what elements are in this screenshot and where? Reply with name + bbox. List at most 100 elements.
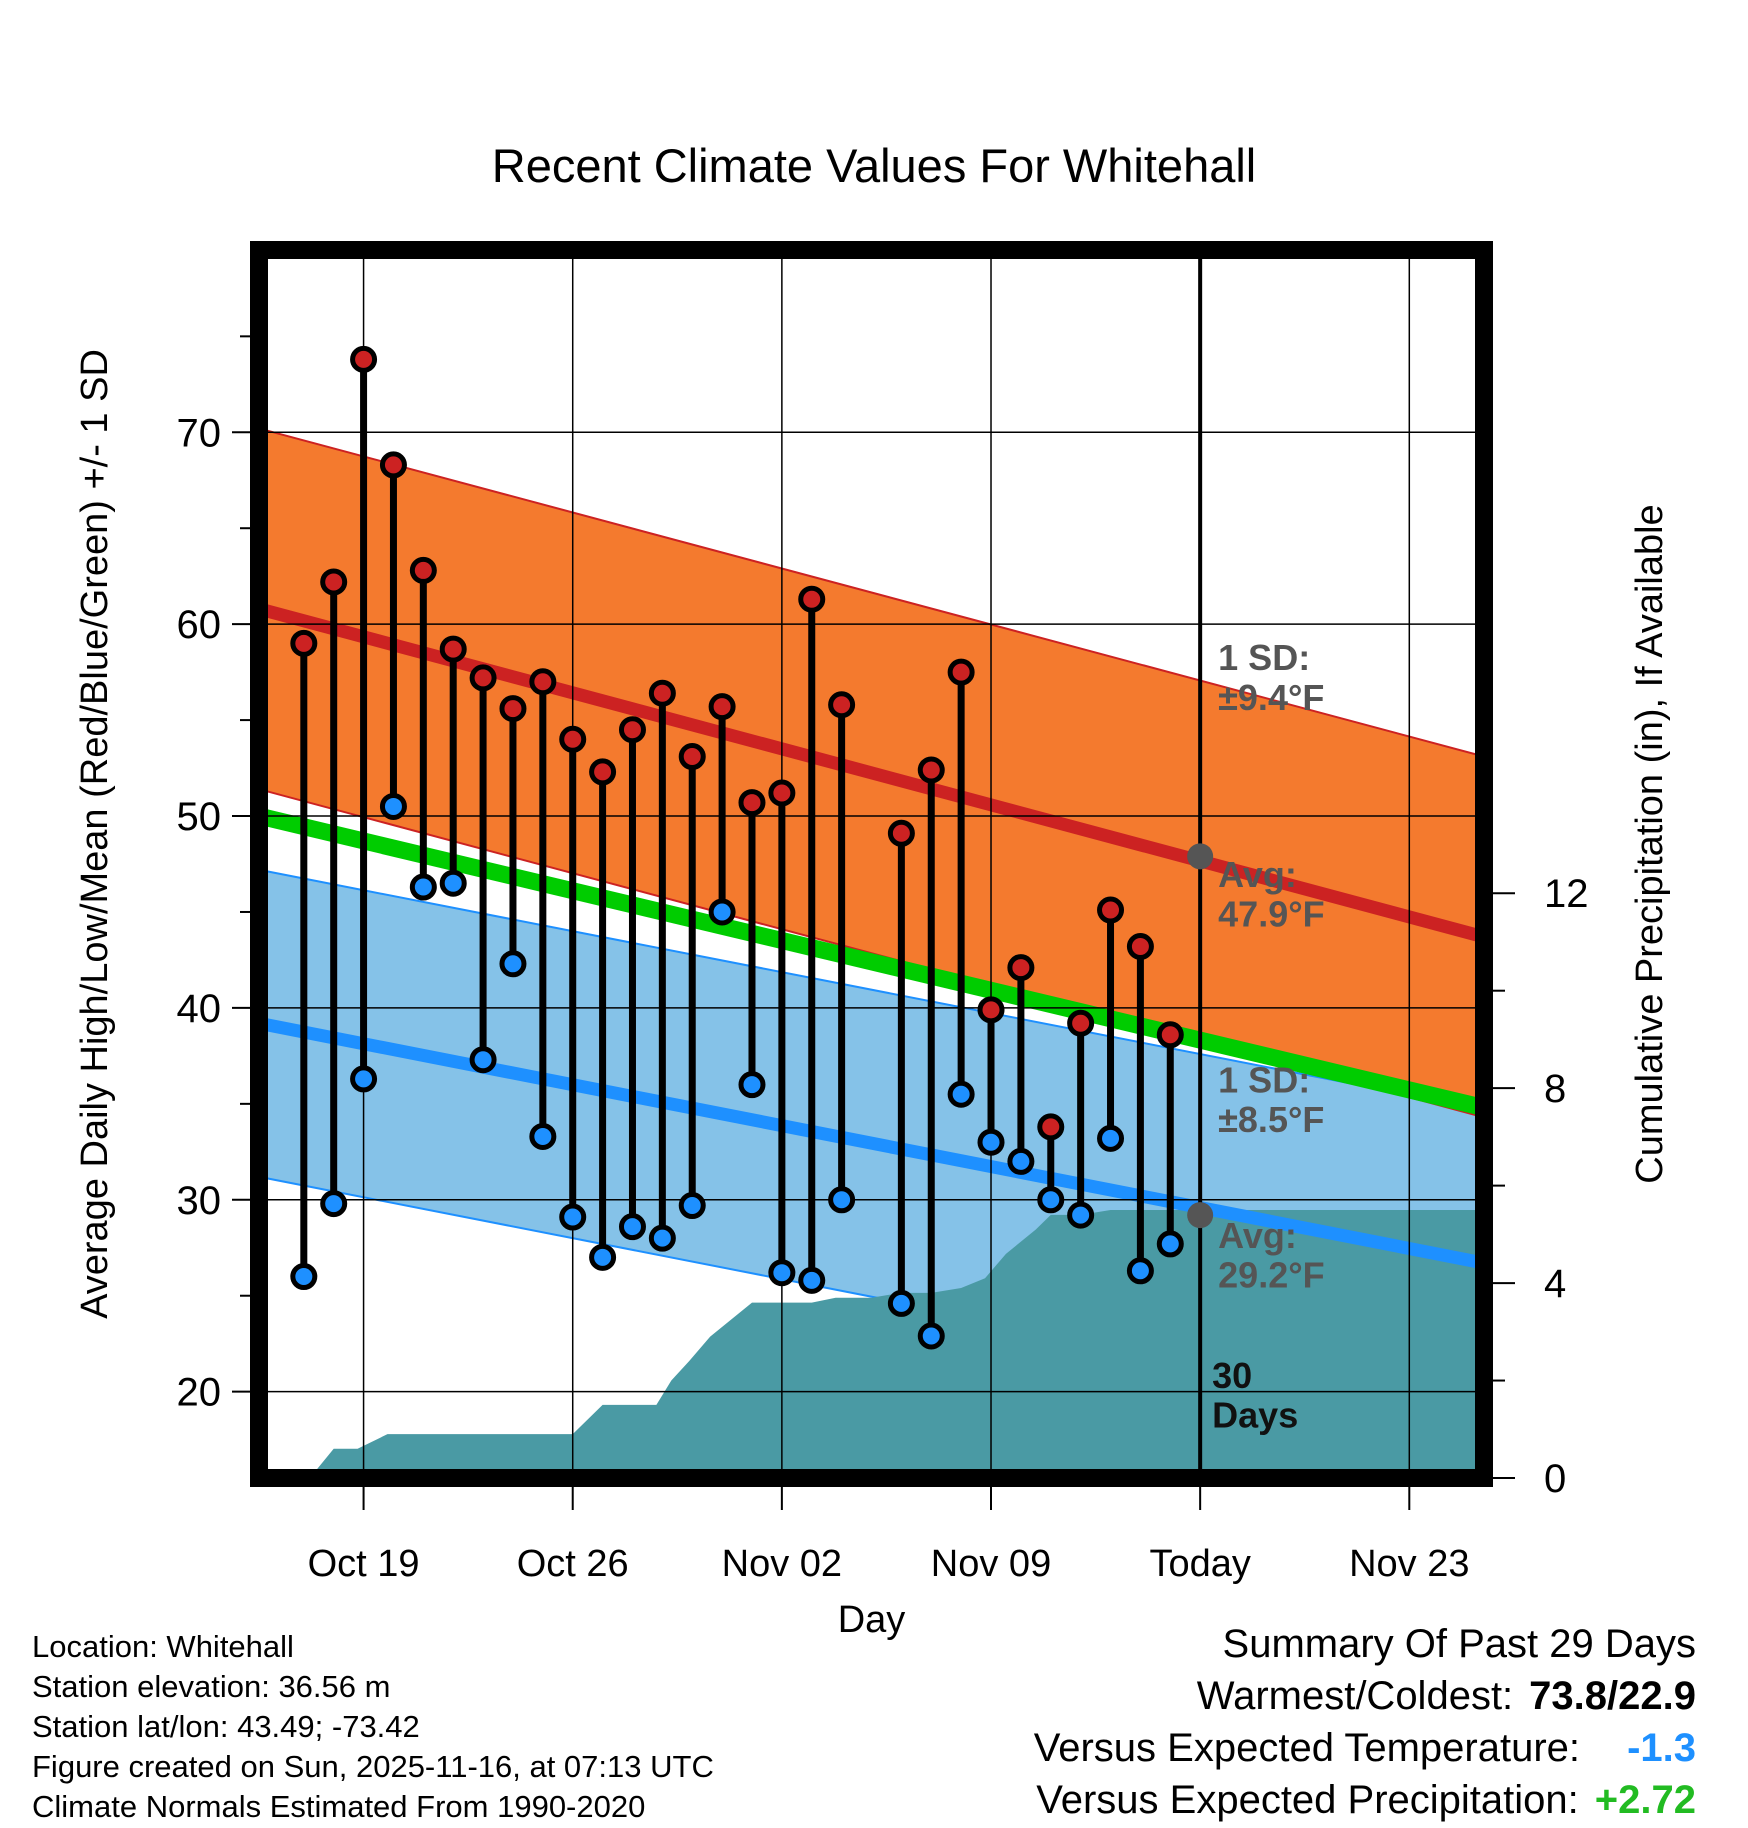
- daily-low-point: [738, 1071, 766, 1099]
- daily-high-point: [977, 996, 1005, 1024]
- daily-high-point: [798, 585, 826, 613]
- info-latlon: Station lat/lon: 43.49; -73.42: [32, 1709, 420, 1744]
- precipitation-area: [309, 1209, 1484, 1478]
- high-normal-line: [257, 602, 1486, 944]
- daily-high-point: [409, 556, 437, 584]
- y-axis-label: Average Daily High/Low/Mean (Red/Blue/Gr…: [74, 349, 116, 1319]
- plot-frame: [250, 241, 1493, 1487]
- daily-low-point: [290, 1263, 318, 1291]
- x-tick-label: Oct 26: [517, 1543, 629, 1585]
- info-created: Figure created on Sun, 2025-11-16, at 07…: [32, 1749, 714, 1784]
- daily-low-point: [1126, 1257, 1154, 1285]
- summary-panel: Summary Of Past 29 Days Warmest/Coldest:…: [1034, 1618, 1696, 1826]
- normal-lines: [257, 602, 1486, 1270]
- today-high-marker: [1187, 843, 1214, 870]
- daily-low-point: [768, 1259, 796, 1287]
- daily-high-point: [499, 695, 527, 723]
- daily-low-point: [678, 1192, 706, 1220]
- daily-low-point: [917, 1322, 945, 1350]
- daily-high-point: [290, 629, 318, 657]
- summary-warmest-label: Warmest/Coldest:: [1196, 1674, 1514, 1718]
- daily-low-point: [798, 1266, 826, 1294]
- y-tick-label: 50: [177, 795, 222, 839]
- daily-low-point: [618, 1213, 646, 1241]
- daily-low-point: [529, 1122, 557, 1150]
- daily-high-point: [350, 345, 378, 373]
- summary-precip-label: Versus Expected Precipitation:: [1036, 1778, 1579, 1822]
- daily-low-point: [977, 1128, 1005, 1156]
- today-low-marker: [1187, 1202, 1214, 1229]
- daily-low-point: [887, 1289, 915, 1317]
- daily-low-point: [469, 1046, 497, 1074]
- x-tick-label: Nov 23: [1349, 1543, 1469, 1585]
- mean-normal-line: [257, 807, 1486, 1116]
- daily-high-point: [1097, 896, 1125, 924]
- high-avg-label: Avg: 47.9°F: [1218, 854, 1324, 935]
- daily-high-point: [768, 779, 796, 807]
- summary-heading: Summary Of Past 29 Days: [1222, 1622, 1696, 1666]
- chart-title: Recent Climate Values For Whitehall: [491, 139, 1257, 192]
- daily-high-point: [1067, 1009, 1095, 1037]
- summary-temp-value: -1.3: [1627, 1726, 1696, 1770]
- info-location: Location: Whitehall: [32, 1629, 294, 1664]
- summary-warmest-value: 73.8/22.9: [1529, 1674, 1696, 1718]
- days-count-label: 30 Days: [1212, 1355, 1298, 1436]
- daily-high-point: [828, 691, 856, 719]
- daily-high-point: [917, 756, 945, 784]
- y2-tick-label: 8: [1544, 1067, 1566, 1111]
- x-axis-label: Day: [838, 1599, 906, 1641]
- daily-high-point: [320, 568, 348, 596]
- daily-high-point: [678, 743, 706, 771]
- daily-low-point: [828, 1186, 856, 1214]
- daily-low-point: [648, 1224, 676, 1252]
- daily-high-point: [1037, 1113, 1065, 1141]
- daily-high-point: [559, 725, 587, 753]
- x-tick-label: Oct 19: [308, 1543, 420, 1585]
- y-tick-label: 30: [177, 1179, 222, 1223]
- daily-high-point: [708, 693, 736, 721]
- daily-low-point: [708, 898, 736, 926]
- summary-temp-row: Versus Expected Temperature: -1.3: [1034, 1722, 1696, 1774]
- daily-low-point: [1067, 1201, 1095, 1229]
- x-tick-label: Nov 02: [722, 1543, 842, 1585]
- station-info: Location: Whitehall Station elevation: 3…: [32, 1627, 714, 1827]
- axes: 20 30 40 50 60 70 0 4 8 12 Oct 19 Oct 26 Nov 02 Nov 0…: [74, 241, 1671, 1641]
- summary-warmest-row: Warmest/Coldest: 73.8/22.9: [1034, 1670, 1696, 1722]
- daily-low-point: [947, 1080, 975, 1108]
- y-tick-label: 60: [177, 603, 222, 647]
- daily-high-point: [1126, 933, 1154, 961]
- daily-low-point: [320, 1190, 348, 1218]
- info-elevation: Station elevation: 36.56 m: [32, 1669, 391, 1704]
- daily-high-point: [1156, 1021, 1184, 1049]
- summary-temp-label: Versus Expected Temperature:: [1033, 1726, 1580, 1770]
- daily-markers: [290, 345, 1184, 1350]
- summary-precip-row: Versus Expected Precipitation: +2.72: [1034, 1774, 1696, 1826]
- daily-low-point: [350, 1065, 378, 1093]
- daily-high-point: [469, 664, 497, 692]
- x-tick-label: Today: [1149, 1543, 1250, 1585]
- daily-high-point: [1007, 954, 1035, 982]
- daily-low-point: [1037, 1186, 1065, 1214]
- daily-high-point: [738, 789, 766, 817]
- daily-low-point: [589, 1243, 617, 1271]
- low-normal-line: [257, 1016, 1486, 1270]
- y2-tick-label: 12: [1544, 872, 1589, 916]
- daily-low-point: [499, 950, 527, 978]
- y-tick-label: 70: [177, 411, 222, 455]
- y-tick-label: 40: [177, 987, 222, 1031]
- daily-high-point: [618, 716, 646, 744]
- y2-tick-label: 4: [1544, 1262, 1566, 1306]
- daily-high-point: [887, 819, 915, 847]
- daily-low-point: [1097, 1124, 1125, 1152]
- y2-tick-label: 0: [1544, 1457, 1566, 1501]
- daily-high-point: [648, 679, 676, 707]
- precip-area: [309, 1209, 1484, 1478]
- daily-high-point: [947, 658, 975, 686]
- info-normals: Climate Normals Estimated From 1990-2020: [32, 1789, 646, 1824]
- daily-high-point: [529, 668, 557, 696]
- annotations: 1 SD: ±9.4°F Avg: 47.9°F 1 SD: ±8.5°F Avg: 29.2…: [1187, 637, 1325, 1436]
- low-sd-label: 1 SD: ±8.5°F: [1218, 1059, 1324, 1140]
- daily-low-point: [559, 1203, 587, 1231]
- daily-low-point: [439, 869, 467, 897]
